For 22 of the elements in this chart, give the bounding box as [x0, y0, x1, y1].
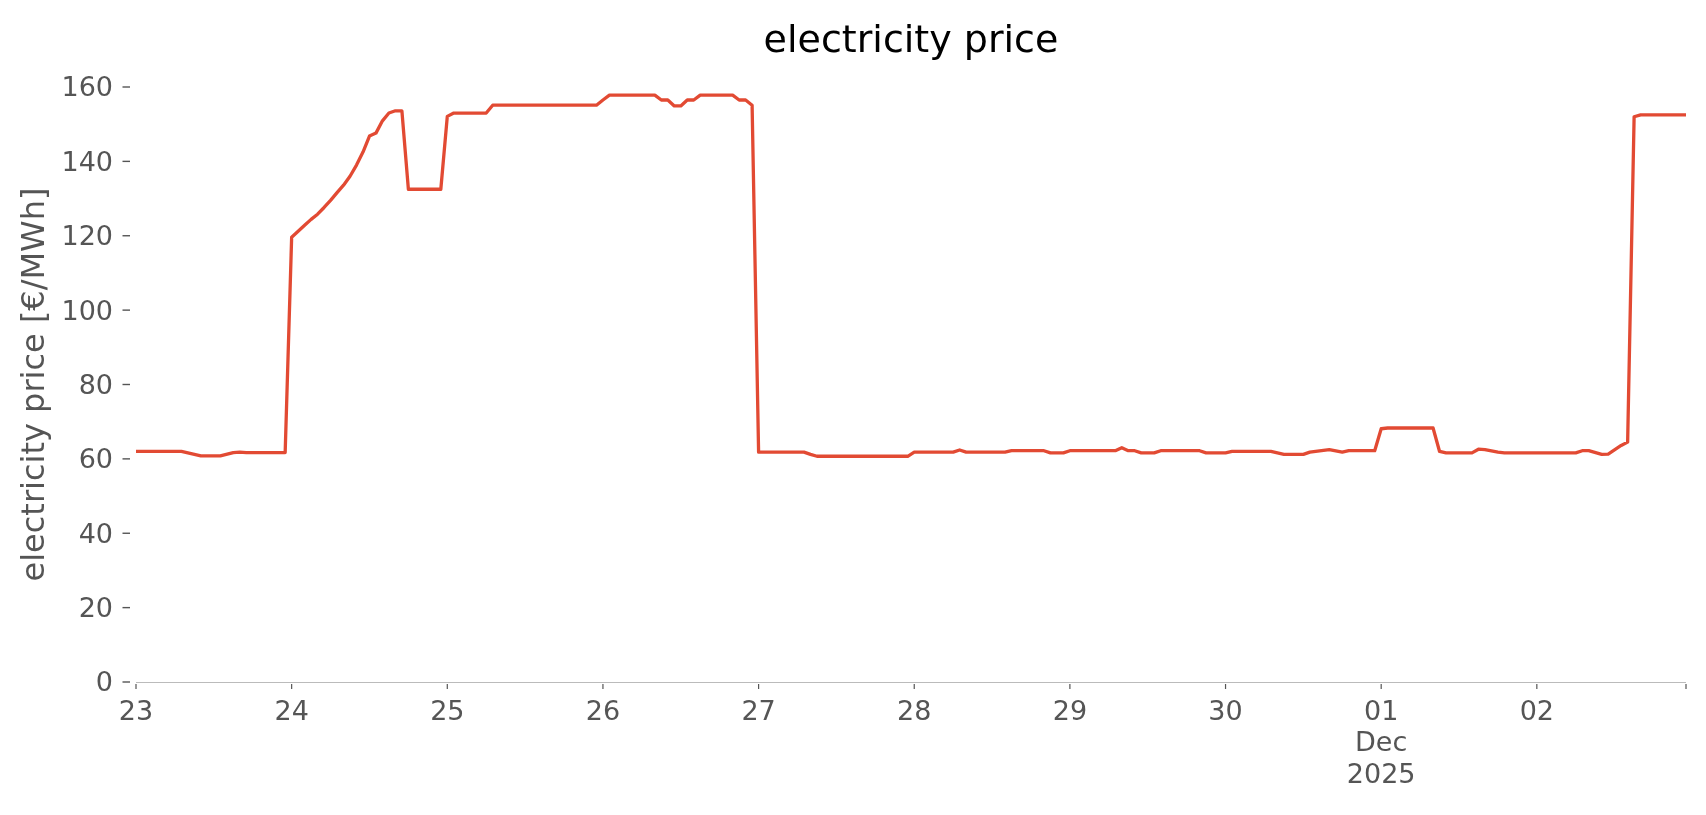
x-tick-label: 24	[274, 695, 309, 727]
y-tick-label: 60	[78, 443, 113, 475]
x-tick-label: 25	[430, 695, 465, 727]
y-tick-label: 140	[61, 145, 113, 177]
y-tick-label: 20	[78, 592, 113, 624]
chart-title: electricity price	[763, 17, 1059, 61]
x-tick-label: 01 Dec 2025	[1346, 695, 1416, 789]
y-tick-label: 120	[61, 220, 113, 252]
y-tick-label: 100	[61, 294, 113, 326]
y-tick-label: 80	[78, 368, 113, 400]
x-tick-label: 28	[897, 695, 932, 727]
y-tick-label: 40	[78, 517, 113, 549]
y-tick-label: 0	[95, 666, 113, 698]
x-tick-label: 23	[118, 695, 154, 727]
y-axis-title: electricity price [€/MWh]	[14, 187, 53, 582]
line-series	[134, 93, 1688, 458]
x-tick-label: 02	[1519, 695, 1555, 727]
x-tick-label: 29	[1052, 695, 1088, 727]
x-tick-label: 30	[1208, 695, 1243, 727]
x-tick-label: 26	[585, 695, 621, 727]
y-tick-label: 160	[61, 71, 113, 103]
x-tick-label: 27	[741, 695, 776, 727]
